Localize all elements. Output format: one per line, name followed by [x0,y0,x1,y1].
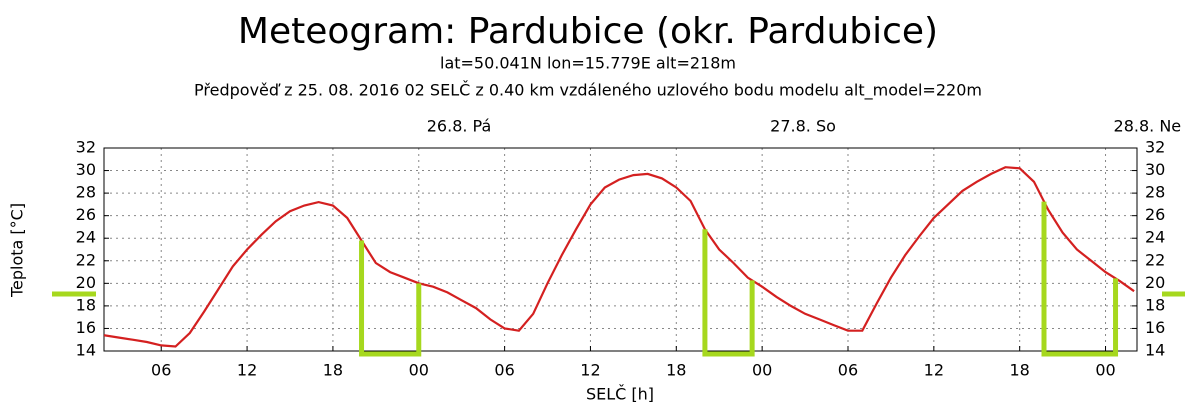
y-tick-label: 14 [76,341,96,360]
x-tick-label: 18 [666,361,686,380]
highlight-bracket [1041,201,1119,357]
chart-note: Předpověď z 25. 08. 2016 02 SELČ z 0.40 … [194,81,982,101]
x-tick-label: 18 [323,361,343,380]
x-tick-label: 18 [1009,361,1029,380]
x-tick-label: 00 [752,361,772,380]
highlight-bracket [702,229,755,357]
y-tick-label: 28 [76,183,96,202]
y2-tick-label: 20 [1145,273,1165,292]
day-label: 28.8. Ne [1114,117,1182,136]
day-label: 26.8. Pá [427,117,492,136]
x-tick-label: 00 [1095,361,1115,380]
x-tick-label: 12 [924,361,944,380]
y2-tick-label: 22 [1145,250,1165,269]
y-tick-label: 22 [76,250,96,269]
y-axis-label: Teplota [°C] [8,203,27,298]
y2-tick-label: 24 [1145,228,1165,247]
x-tick-label: 12 [580,361,600,380]
y2-tick-label: 26 [1145,205,1165,224]
y2-tick-label: 18 [1145,295,1165,314]
y-tick-label: 24 [76,228,96,247]
x-tick-label: 06 [494,361,514,380]
y2-tick-label: 14 [1145,341,1165,360]
y2-tick-label: 16 [1145,318,1165,337]
y-tick-label: 30 [76,160,96,179]
x-tick-label: 06 [838,361,858,380]
chart-title: Meteogram: Pardubice (okr. Pardubice) [238,11,938,52]
x-tick-label: 06 [151,361,171,380]
y-tick-label: 26 [76,205,96,224]
plot-frame [103,147,1138,352]
highlight-bracket [359,240,422,357]
y-tick-label: 16 [76,318,96,337]
y2-tick-label: 30 [1145,160,1165,179]
temperature-line [104,166,1135,348]
y2-tick-label: 32 [1145,138,1165,157]
x-axis-label: SELČ [h] [586,385,654,404]
y-tick-label: 32 [76,138,96,157]
y-tick-label: 18 [76,295,96,314]
y-tick-label: 20 [76,273,96,292]
chart-subtitle: lat=50.041N lon=15.779E alt=218m [440,54,736,73]
x-tick-label: 00 [409,361,429,380]
y2-tick-label: 28 [1145,183,1165,202]
day-label: 27.8. So [770,117,836,136]
x-tick-label: 12 [237,361,257,380]
